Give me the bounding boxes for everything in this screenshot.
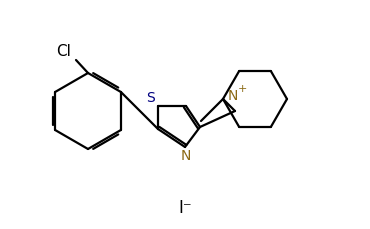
Text: S: S [146, 91, 154, 105]
Text: Cl: Cl [57, 44, 71, 59]
Text: N: N [228, 89, 238, 103]
Text: N: N [181, 148, 191, 162]
Text: +: + [237, 84, 247, 94]
Text: I⁻: I⁻ [178, 198, 192, 216]
